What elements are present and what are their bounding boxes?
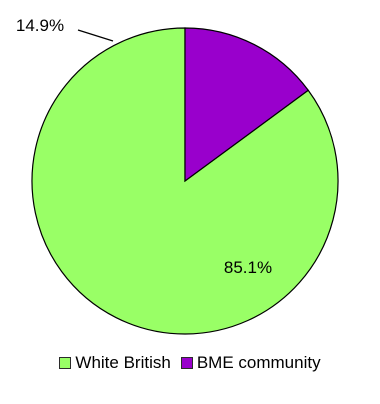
pie-slice-bme <box>184 27 310 183</box>
legend-item-bme: BME community <box>180 353 321 373</box>
legend: White British BME community <box>0 353 380 373</box>
leader-line-bme <box>77 29 114 42</box>
legend-swatch-bme <box>180 357 193 369</box>
legend-label-bme: BME community <box>196 353 321 372</box>
pie-slices <box>31 27 339 335</box>
legend-swatch-white-british <box>59 357 72 369</box>
data-label-white-british: 85.1% <box>224 258 272 277</box>
legend-label-white-british: White British <box>75 353 171 372</box>
legend-item-white-british: White British <box>59 353 171 373</box>
data-label-bme: 14.9% <box>16 16 64 35</box>
